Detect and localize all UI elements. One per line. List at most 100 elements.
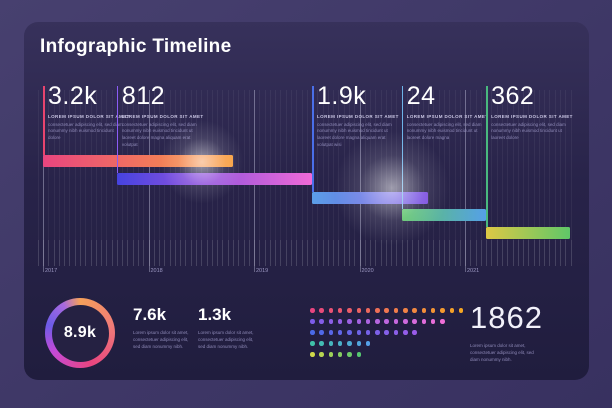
minor-tick-line [53, 90, 55, 266]
minor-tick-line [475, 90, 477, 266]
matrix-dot [365, 341, 371, 346]
matrix-dot [393, 330, 399, 335]
matrix-dot [347, 330, 352, 335]
matrix-dot [365, 308, 371, 313]
year-label: 2018 [150, 268, 163, 274]
minor-tick-line [501, 90, 503, 266]
stat-description: Lorem ipsum dolor sit amet, consectetuer… [133, 330, 189, 350]
matrix-dot [319, 341, 324, 346]
matrix-dot [337, 319, 343, 324]
minor-tick-line [64, 90, 66, 266]
stat-block-1: 7.6k Lorem ipsum dolor sit amet, consect… [133, 305, 193, 351]
matrix-dot [328, 341, 334, 346]
matrix-dot [412, 330, 417, 335]
milestone-label: 1.9k LOREM IPSUM DOLOR SIT AMET consectetu… [317, 84, 403, 149]
minor-tick-line [549, 90, 551, 266]
matrix-dot [440, 308, 445, 313]
minor-tick-line [538, 90, 540, 266]
milestone-value: 812 [121, 82, 166, 110]
minor-tick-line [544, 90, 546, 266]
big-stat-value: 1862 [470, 300, 543, 335]
timeline-bar [312, 192, 429, 204]
matrix-dot [310, 319, 315, 324]
matrix-dot [375, 319, 380, 324]
milestone-marker-line [43, 86, 45, 155]
minor-tick-line [74, 90, 76, 266]
minor-tick-line [327, 90, 329, 266]
matrix-dot [449, 308, 454, 313]
matrix-dot [347, 319, 352, 324]
matrix-dot [393, 308, 399, 313]
stat-description: Lorem ipsum dolor sit amet, consectetuer… [198, 330, 254, 350]
page-title: Infographic Timeline [40, 36, 232, 57]
year-gridline [43, 90, 44, 272]
milestone-marker-line [401, 86, 404, 209]
stat-value: 1.3k [198, 305, 232, 324]
matrix-dot [319, 308, 324, 313]
minor-tick-line [570, 90, 572, 266]
milestone-heading: LOREM IPSUM DOLOR SIT AMET [317, 114, 399, 119]
minor-tick-line [507, 90, 509, 266]
matrix-dot [310, 330, 315, 335]
minor-tick-line [480, 90, 482, 266]
minor-tick-line [317, 90, 319, 266]
matrix-dot [319, 352, 324, 357]
matrix-dot [310, 341, 315, 346]
matrix-dot [403, 308, 408, 313]
year-label: 2021 [467, 268, 480, 274]
timeline-bar [43, 155, 233, 167]
milestone-description: consectetuer adipiscing elit, sed diam n… [48, 121, 123, 141]
minor-tick-line [491, 90, 493, 266]
stat-value: 7.6k [133, 305, 167, 324]
milestone-description: consectetuer adipiscing elit, sed diam n… [317, 121, 392, 148]
matrix-dot [356, 319, 361, 324]
minor-tick-line [517, 90, 519, 266]
big-stat-block: 1862 Lorem ipsum dolor sit amet, consect… [470, 300, 560, 364]
minor-tick-line [69, 90, 71, 266]
timeline-bar [116, 173, 312, 185]
milestone-heading: LOREM IPSUM DOLOR SIT AMET [406, 114, 489, 119]
milestone-value: 3.2k [48, 82, 98, 110]
minor-tick-line [333, 90, 335, 266]
matrix-dot [458, 308, 464, 313]
minor-tick-line [95, 90, 97, 266]
matrix-dot [421, 319, 427, 324]
year-label: 2019 [256, 268, 269, 274]
milestone-value: 362 [491, 82, 535, 110]
milestone-label: 812 LOREM IPSUM DOLOR SIT AMET consectetue… [122, 84, 208, 149]
minor-tick-line [37, 90, 39, 266]
milestone-description: consectetuer adipiscing elit, sed diam n… [121, 121, 197, 148]
matrix-dot [319, 319, 324, 324]
matrix-dot [337, 352, 343, 357]
matrix-dot [365, 319, 371, 324]
minor-tick-line [58, 90, 60, 266]
minor-tick-line [554, 90, 556, 266]
minor-tick-line [565, 90, 567, 266]
milestone-label: 24 LOREM IPSUM DOLOR SIT AMET consectetuer… [407, 84, 493, 142]
minor-tick-line [48, 90, 50, 266]
year-label: 2020 [361, 268, 374, 274]
milestone-heading: LOREM IPSUM DOLOR SIT AMET [121, 114, 204, 119]
matrix-dot [430, 308, 436, 313]
infographic-panel: Infographic Timeline 2017 2018 2019 2020 202… [24, 22, 589, 380]
matrix-dot [337, 308, 343, 313]
matrix-dot [412, 319, 417, 324]
milestone-marker-line [116, 86, 119, 173]
matrix-dot [328, 319, 334, 324]
minor-tick-line [79, 90, 81, 266]
matrix-dot [337, 341, 343, 346]
milestone-label: 362 LOREM IPSUM DOLOR SIT AMET consectetue… [491, 84, 577, 142]
minor-tick-line [465, 90, 466, 266]
minor-tick-line [322, 90, 324, 266]
milestone-heading: LOREM IPSUM DOLOR SIT AMET [491, 114, 573, 119]
matrix-dot [412, 308, 417, 313]
minor-tick-line [496, 90, 498, 266]
matrix-dot [384, 308, 389, 313]
matrix-dot [347, 341, 352, 346]
minor-tick-line [523, 90, 524, 266]
minor-tick-line [470, 90, 472, 266]
matrix-dot [356, 308, 361, 313]
minor-tick-line [560, 90, 561, 266]
milestone-label: 3.2k LOREM IPSUM DOLOR SIT AMET consectetu… [48, 84, 134, 142]
big-stat-description: Lorem ipsum dolor sit amet, consectetuer… [470, 343, 534, 363]
